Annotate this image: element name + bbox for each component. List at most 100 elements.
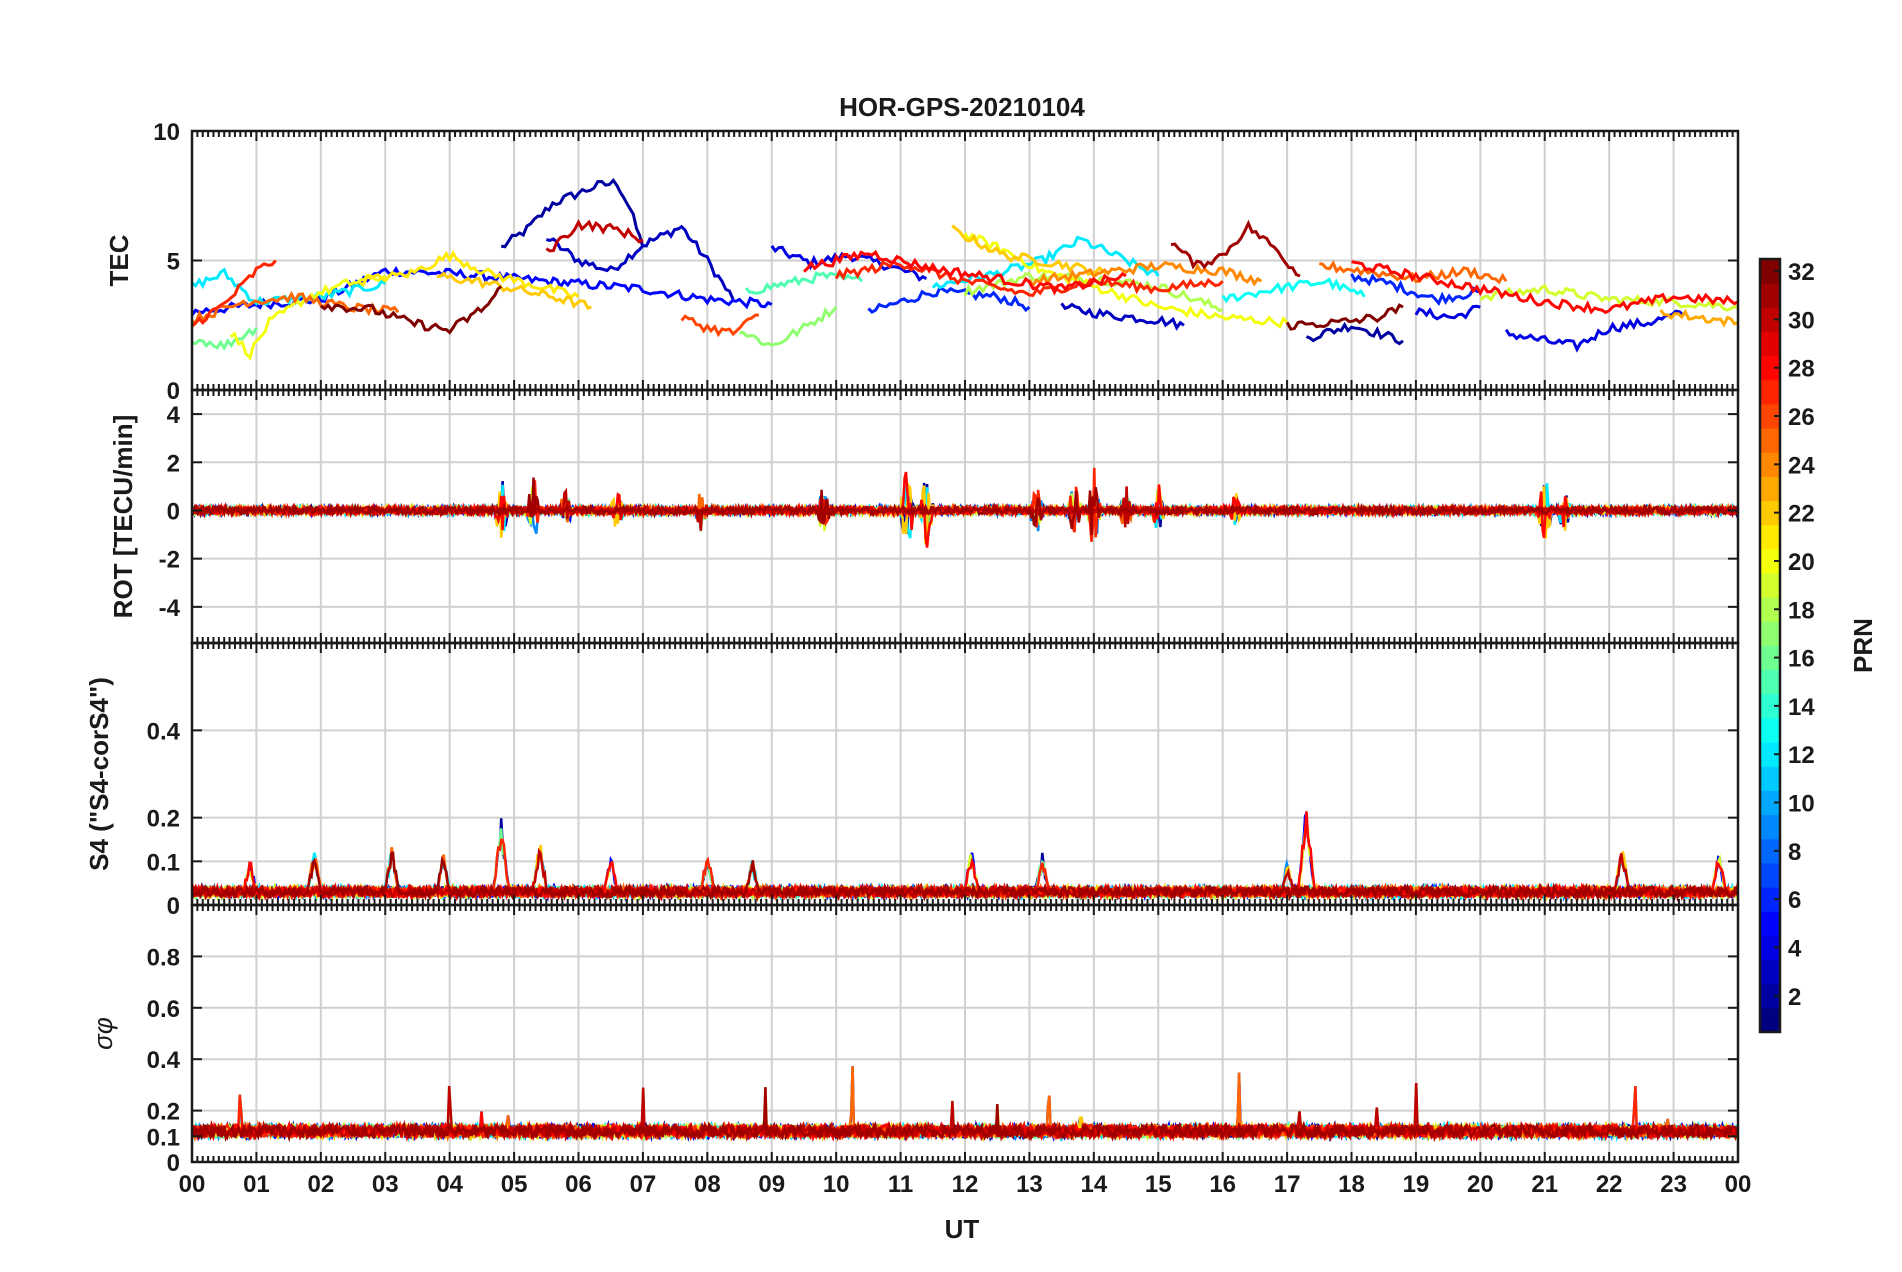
x-tick-label: 23 [1660,1171,1687,1198]
y-tick-label: 0.2 [147,806,180,833]
colorbar-swatch [1760,500,1780,526]
y-tick-label: 2 [167,450,180,477]
series-line-prn-31 [192,1087,1738,1143]
x-tick-label: 06 [565,1171,592,1198]
y-axis-label: σφ [88,1017,118,1050]
colorbar-tick-label: 30 [1788,307,1815,334]
colorbar-swatch [1760,452,1780,477]
colorbar-tick-label: 22 [1788,501,1815,528]
x-tick-label: 00 [179,1171,206,1198]
colorbar-swatch [1760,717,1780,743]
x-tick-label: 07 [630,1171,657,1198]
colorbar-tick-label: 24 [1788,452,1815,479]
series-line-prn-17 [739,306,838,347]
colorbar-swatch [1760,983,1780,1009]
colorbar-tick-label: 28 [1788,356,1815,383]
x-tick-label: 03 [372,1171,399,1198]
series-line-prn-13 [1221,277,1366,304]
x-tick-label: 04 [436,1171,463,1198]
colorbar-tick-label: 32 [1788,259,1815,286]
colorbar-swatch [1760,307,1780,332]
x-tick-label: 05 [501,1171,528,1198]
colorbar-swatch [1760,259,1780,284]
chart-title: HOR-GPS-20210104 [839,92,1085,122]
y-tick-label: 0.2 [147,1099,180,1126]
colorbar-frame [1758,257,1782,1034]
series-line-prn-32 [1285,303,1404,331]
x-tick-label: 19 [1403,1171,1430,1198]
series-line-prn-25 [1318,260,1508,285]
x-tick-label: 18 [1338,1171,1365,1198]
x-tick-label: 01 [243,1171,270,1198]
colorbar-tick-label: 4 [1788,935,1802,962]
colorbar-swatch [1760,742,1780,767]
series-line-prn-3 [546,224,735,301]
x-axis-label: UT [945,1214,980,1244]
colorbar-swatch [1760,621,1780,646]
colorbar-swatch [1760,887,1780,912]
y-tick-label: 4 [167,402,181,429]
colorbar-swatch [1760,862,1780,888]
series-line-prn-24 [1028,260,1263,288]
colorbar-tick-label: 12 [1788,742,1815,769]
series-line-prn-32 [319,285,503,335]
x-tick-label: 10 [823,1171,850,1198]
colorbar-swatch [1760,935,1780,961]
series-line-prn-31 [1170,219,1301,278]
x-tick-label: 13 [1016,1171,1043,1198]
colorbar-tick-label: 8 [1788,839,1801,866]
series-line-prn-28 [802,249,1127,296]
colorbar-tick-label: 10 [1788,791,1815,818]
series-line-prn-16 [192,327,258,352]
series-line-prn-6 [867,285,1031,314]
colorbar-tick-label: 20 [1788,549,1815,576]
y-tick-label: 10 [153,119,180,146]
colorbar-swatch [1760,283,1780,308]
colorbar-swatch [1760,693,1780,719]
colorbar-swatch [1760,790,1780,816]
x-tick-label: 02 [307,1171,334,1198]
series-line-prn-25 [192,290,400,325]
colorbar-tick-label: 16 [1788,646,1815,673]
y-axis-label: ROT [TECU/min] [108,415,138,619]
panel-data [192,178,1738,361]
series-line-prn-19 [1479,283,1738,312]
series-line-prn-21 [358,250,580,299]
colorbar-swatch [1760,814,1780,840]
x-tick-label: 15 [1145,1171,1172,1198]
colorbar-tick-label: 2 [1788,984,1801,1011]
x-tick-label: 16 [1209,1171,1236,1198]
y-tick-label: 0 [167,498,180,525]
series-line-prn-12 [192,267,387,306]
y-tick-label: 0 [167,1150,180,1177]
series-line-prn-31 [192,851,1738,903]
series-line-prn-3 [1060,302,1185,331]
panel-data [192,1066,1738,1143]
colorbar-tick-label: 14 [1788,694,1815,721]
colorbar-swatch [1760,331,1780,357]
x-tick-label: 00 [1725,1171,1752,1198]
y-axis-label: TEC [104,234,134,286]
y-tick-label: 5 [167,249,180,276]
x-tick-label: 09 [758,1171,785,1198]
y-tick-label: 0.8 [147,944,180,971]
colorbar-swatch [1760,597,1780,622]
y-tick-label: 0 [167,893,180,920]
x-tick-label: 08 [694,1171,721,1198]
colorbar-swatch [1760,911,1780,936]
colorbar-swatch [1760,403,1780,429]
series-line-prn-26 [680,313,760,338]
colorbar-swatch [1760,355,1780,381]
colorbar-swatch [1760,766,1780,791]
series-line-prn-23 [1659,308,1738,328]
x-tick-label: 22 [1596,1171,1623,1198]
series-line-prn-2 [500,178,645,249]
colorbar-swatch [1760,1007,1780,1033]
y-tick-label: -4 [159,595,181,622]
y-tick-label: 0.6 [147,996,180,1023]
y-tick-label: 0 [167,378,180,405]
colorbar-swatch [1760,379,1780,405]
y-tick-label: 0.1 [147,849,180,876]
series-line-prn-2 [1305,321,1404,346]
